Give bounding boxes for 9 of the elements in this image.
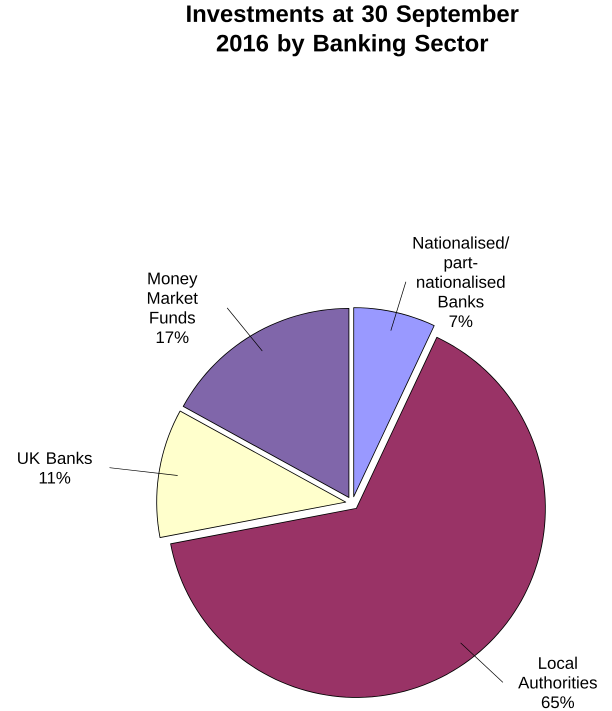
slice-label: Nationalised/ part-nationalised Banks [413, 236, 510, 308]
slice-label: UK Banks [18, 452, 92, 464]
data-label: 65% [542, 696, 574, 708]
slice-label: Local Authorities [518, 656, 597, 689]
data-label: 17% [156, 331, 188, 344]
data-label: 11% [39, 472, 70, 484]
chart-title: Investments at 30 September 2016 by Banking Sector [186, 4, 518, 56]
data-label: 7% [449, 315, 472, 328]
slice-label: Money Market Funds [148, 272, 198, 324]
